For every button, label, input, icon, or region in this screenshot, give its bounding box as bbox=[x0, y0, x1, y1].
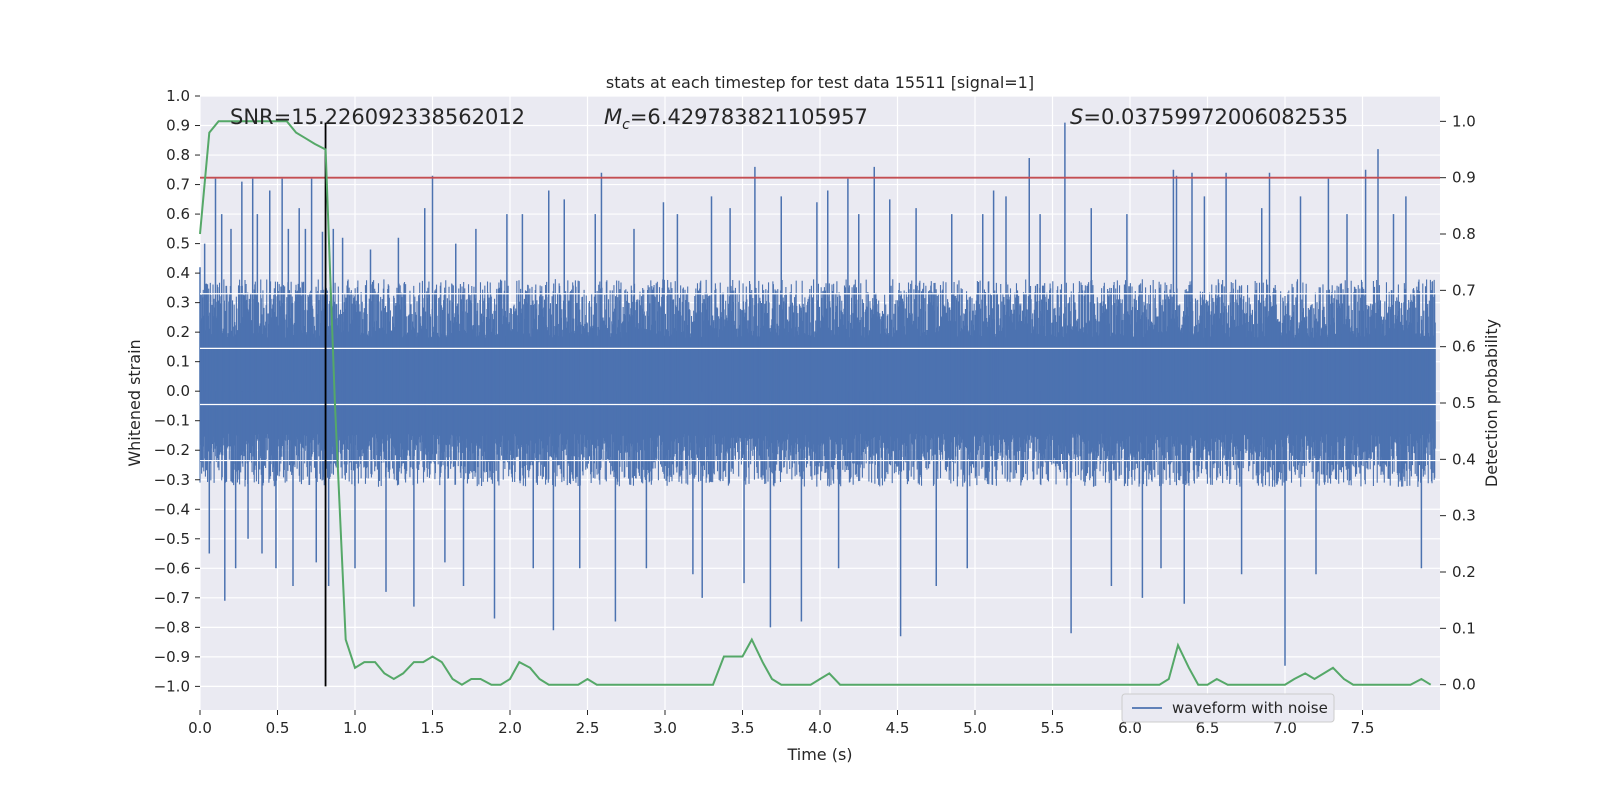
y-tick-label: 0.4 bbox=[166, 264, 190, 282]
y-tick-label: −0.5 bbox=[154, 530, 190, 548]
mc-value: =6.429783821105957 bbox=[630, 105, 868, 129]
x-tick-label: 6.0 bbox=[1118, 719, 1142, 737]
y-tick-label: 0.2 bbox=[166, 323, 190, 341]
y-tick-label: −1.0 bbox=[154, 677, 190, 695]
legend-label: waveform with noise bbox=[1172, 699, 1328, 717]
waveform-series bbox=[199, 122, 1440, 666]
y2-tick-label: 0.4 bbox=[1452, 450, 1476, 468]
y-tick-label: 0.6 bbox=[166, 205, 190, 223]
y2-tick-labels: 1.0 0.9 0.8 0.7 0.6 0.5 0.4 0.3 0.2 0.1 0.0 bbox=[1440, 112, 1476, 694]
y-tick-label: −0.8 bbox=[154, 618, 190, 636]
legend: waveform with noise bbox=[1121, 693, 1335, 723]
x-tick-label: 6.5 bbox=[1196, 719, 1220, 737]
s-annotation: S=0.03759972006082535 bbox=[1070, 105, 1348, 129]
y-tick-label: −0.7 bbox=[154, 589, 190, 607]
y2-tick-label: 0.9 bbox=[1452, 169, 1476, 187]
y-tick-label: −0.9 bbox=[154, 648, 190, 666]
x-tick-label: 0.5 bbox=[266, 719, 290, 737]
probability-line bbox=[199, 120, 1432, 686]
y-tick-labels: 1.0 0.9 0.8 0.7 0.6 0.5 0.4 0.3 0.2 0.1 0.0 −0.1 −0.… bbox=[154, 87, 200, 695]
mc-symbol: M bbox=[604, 105, 622, 129]
y-tick-label: 0.9 bbox=[166, 117, 190, 135]
y-tick-label: 0.1 bbox=[166, 353, 190, 371]
y-tick-label: 0.8 bbox=[166, 146, 190, 164]
x-tick-label: 3.5 bbox=[731, 719, 755, 737]
y2-tick-label: 0.2 bbox=[1452, 563, 1476, 581]
y-tick-label: −0.4 bbox=[154, 500, 190, 518]
x-tick-label: 5.5 bbox=[1041, 719, 1065, 737]
x-tick-label: 4.5 bbox=[886, 719, 910, 737]
y2-tick-label: 0.8 bbox=[1452, 225, 1476, 243]
probability-series bbox=[199, 120, 1432, 686]
snr-annotation: SNR=15.226092338562012 bbox=[230, 105, 525, 129]
legend-box bbox=[1121, 693, 1335, 723]
s-value: =0.03759972006082535 bbox=[1083, 105, 1348, 129]
y2-tick-label: 0.6 bbox=[1452, 338, 1476, 356]
chart-title: stats at each timestep for test data 155… bbox=[606, 73, 1034, 92]
x-tick-label: 2.0 bbox=[498, 719, 522, 737]
x-tick-label: 7.5 bbox=[1351, 719, 1375, 737]
x-tick-label: 1.5 bbox=[421, 719, 445, 737]
y-tick-label: −0.3 bbox=[154, 471, 190, 489]
x-tick-label: 5.0 bbox=[963, 719, 987, 737]
y-tick-label: −0.2 bbox=[154, 441, 190, 459]
y2-tick-label: 0.7 bbox=[1452, 281, 1476, 299]
y2-tick-label: 0.0 bbox=[1452, 676, 1476, 694]
y-tick-label: 0.0 bbox=[166, 382, 190, 400]
y2-axis-label: Detection probability bbox=[1482, 319, 1501, 487]
y-tick-label: 1.0 bbox=[166, 87, 190, 105]
y2-tick-label: 0.5 bbox=[1452, 394, 1476, 412]
y-tick-label: 0.7 bbox=[166, 176, 190, 194]
mc-annotation: Mc=6.429783821105957 bbox=[604, 105, 868, 133]
x-tick-label: 3.0 bbox=[653, 719, 677, 737]
x-tick-label: 1.0 bbox=[343, 719, 367, 737]
y2-tick-label: 0.3 bbox=[1452, 507, 1476, 525]
y-tick-label: −0.6 bbox=[154, 559, 190, 577]
y2-tick-label: 0.1 bbox=[1452, 619, 1476, 637]
y-axis-label: Whitened strain bbox=[125, 339, 144, 466]
x-tick-label: 7.0 bbox=[1273, 719, 1297, 737]
overlay-lines bbox=[200, 122, 1440, 687]
mc-subscript: c bbox=[622, 117, 630, 133]
x-tick-labels: 0.0 0.5 1.0 1.5 2.0 2.5 3.0 3.5 4.0 4.5 5.0 5.5 6.0 6… bbox=[188, 710, 1374, 737]
y-tick-label: 0.3 bbox=[166, 294, 190, 312]
x-tick-label: 0.0 bbox=[188, 719, 212, 737]
y-tick-label: −0.1 bbox=[154, 412, 190, 430]
s-symbol: S bbox=[1070, 105, 1083, 129]
y-tick-label: 0.5 bbox=[166, 235, 190, 253]
x-tick-label: 2.5 bbox=[576, 719, 600, 737]
x-axis-label: Time (s) bbox=[786, 745, 852, 764]
x-tick-label: 4.0 bbox=[808, 719, 832, 737]
y2-tick-label: 1.0 bbox=[1452, 112, 1476, 130]
